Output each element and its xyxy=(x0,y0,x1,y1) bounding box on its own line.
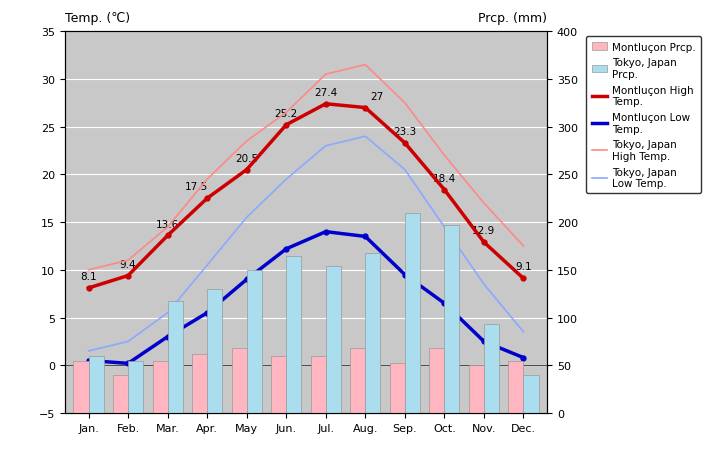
Bar xyxy=(523,375,539,413)
Bar xyxy=(168,302,183,413)
Bar xyxy=(508,361,523,413)
Text: 9.4: 9.4 xyxy=(120,259,136,269)
Bar xyxy=(207,289,222,413)
Bar xyxy=(484,325,499,413)
Text: 27: 27 xyxy=(370,91,383,101)
Bar xyxy=(192,354,207,413)
Legend: Montluçon Prcp., Tokyo, Japan
Prcp., Montluçon High
Temp., Montluçon Low
Temp., : Montluçon Prcp., Tokyo, Japan Prcp., Mon… xyxy=(586,37,701,194)
Text: 12.9: 12.9 xyxy=(472,226,495,235)
Text: 8.1: 8.1 xyxy=(80,271,96,281)
Text: 18.4: 18.4 xyxy=(433,174,456,183)
Bar xyxy=(405,213,420,413)
Bar xyxy=(365,253,380,413)
Bar xyxy=(390,364,405,413)
Text: 20.5: 20.5 xyxy=(235,153,258,163)
Bar xyxy=(113,375,128,413)
Bar xyxy=(287,256,301,413)
Bar xyxy=(153,361,168,413)
Text: 13.6: 13.6 xyxy=(156,219,179,229)
Bar xyxy=(325,266,341,413)
Bar xyxy=(351,348,365,413)
Bar xyxy=(232,348,247,413)
Bar xyxy=(444,225,459,413)
Bar xyxy=(271,356,287,413)
Bar xyxy=(429,348,444,413)
Text: Temp. (℃): Temp. (℃) xyxy=(65,11,130,24)
Bar xyxy=(128,361,143,413)
Text: 27.4: 27.4 xyxy=(314,88,338,98)
Bar xyxy=(73,361,89,413)
Text: 17.5: 17.5 xyxy=(184,182,207,192)
Text: 23.3: 23.3 xyxy=(393,127,416,137)
Bar xyxy=(311,356,325,413)
Bar xyxy=(89,356,104,413)
Text: 25.2: 25.2 xyxy=(274,109,298,118)
Text: 9.1: 9.1 xyxy=(516,262,532,272)
Bar xyxy=(469,365,484,413)
Bar xyxy=(247,270,261,413)
Text: Prcp. (mm): Prcp. (mm) xyxy=(478,11,547,24)
